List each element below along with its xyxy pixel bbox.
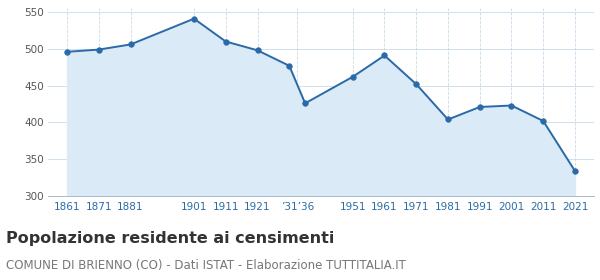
- Text: Popolazione residente ai censimenti: Popolazione residente ai censimenti: [6, 231, 334, 246]
- Text: COMUNE DI BRIENNO (CO) - Dati ISTAT - Elaborazione TUTTITALIA.IT: COMUNE DI BRIENNO (CO) - Dati ISTAT - El…: [6, 259, 406, 272]
